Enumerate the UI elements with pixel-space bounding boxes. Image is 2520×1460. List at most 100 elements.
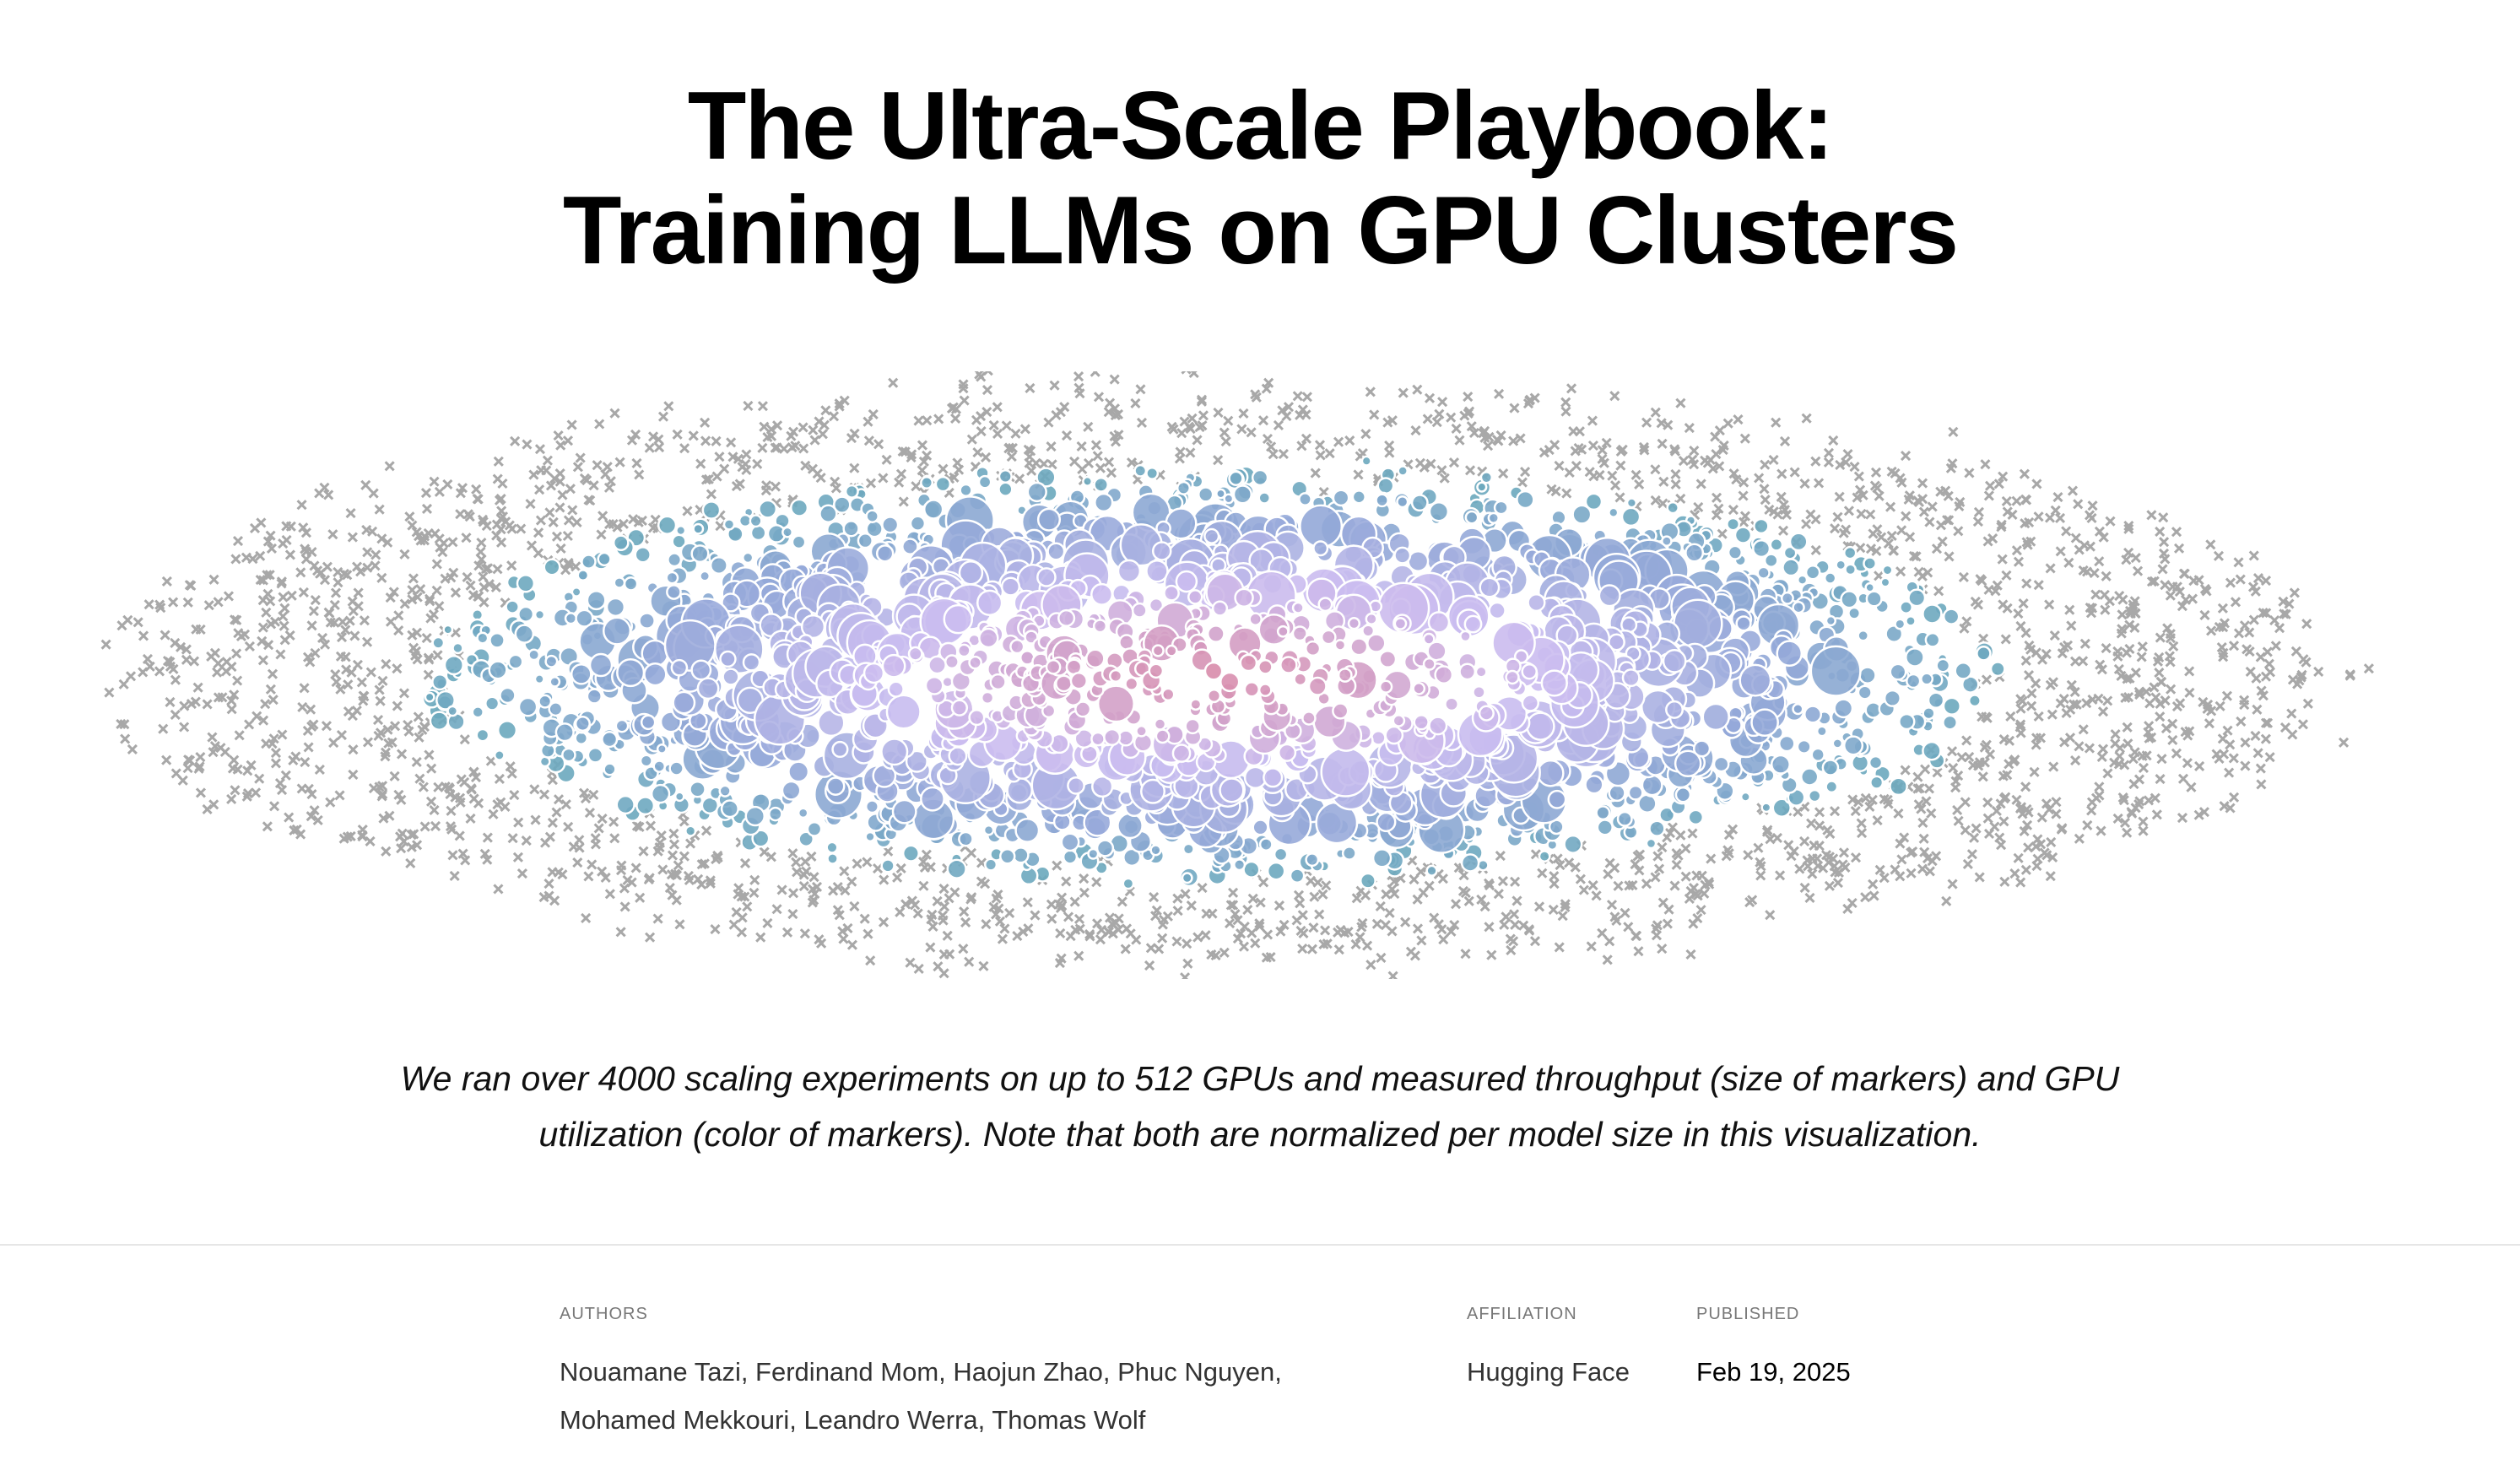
x-marker — [2165, 590, 2176, 601]
circle-marker — [806, 821, 823, 837]
x-marker — [1463, 895, 1474, 906]
x-marker — [455, 509, 466, 520]
x-marker — [1095, 934, 1106, 945]
x-marker — [2036, 812, 2047, 823]
x-marker — [706, 489, 717, 500]
circle-marker — [1516, 489, 1535, 510]
x-marker — [1675, 397, 1686, 408]
x-marker — [308, 606, 319, 617]
x-marker — [2123, 547, 2134, 558]
circle-marker — [1899, 600, 1913, 614]
x-marker — [1412, 384, 1423, 395]
x-marker — [1219, 427, 1230, 438]
x-marker — [602, 462, 613, 473]
circle-marker — [946, 858, 967, 879]
x-marker — [834, 401, 845, 412]
x-marker — [2165, 629, 2176, 640]
x-marker — [1225, 918, 1236, 929]
x-marker — [614, 457, 625, 468]
x-marker — [281, 534, 292, 546]
x-marker — [1509, 403, 1520, 414]
x-marker — [728, 919, 739, 930]
x-marker — [2079, 638, 2090, 649]
x-marker — [2020, 518, 2031, 529]
x-marker — [865, 478, 877, 489]
x-marker — [104, 687, 115, 698]
circle-marker — [1905, 647, 1925, 668]
x-marker — [739, 857, 751, 868]
x-marker — [980, 452, 992, 463]
x-marker — [933, 961, 944, 972]
circle-marker — [1009, 639, 1025, 655]
x-marker — [2302, 698, 2313, 709]
x-marker — [1109, 430, 1120, 442]
x-marker — [1149, 891, 1160, 903]
x-marker — [2255, 652, 2266, 662]
x-marker — [755, 932, 766, 943]
circle-marker — [1571, 504, 1593, 525]
x-marker — [411, 756, 422, 767]
title-line-1: The Ultra-Scale Playbook: — [687, 73, 1834, 180]
circle-marker — [998, 481, 1014, 497]
x-marker — [1019, 424, 1030, 435]
x-marker — [506, 768, 517, 779]
x-marker — [1658, 476, 1669, 487]
x-marker — [1768, 454, 1779, 465]
x-marker — [905, 957, 916, 968]
affiliation-value[interactable]: Hugging Face — [1467, 1357, 1630, 1387]
x-marker — [188, 656, 200, 667]
x-marker — [257, 655, 268, 666]
x-marker — [1382, 417, 1393, 428]
x-marker — [1847, 794, 1858, 805]
x-marker — [2160, 580, 2171, 591]
x-marker — [2068, 699, 2079, 710]
x-marker — [551, 531, 563, 542]
x-marker — [656, 830, 667, 841]
x-marker — [1820, 850, 1832, 861]
circle-marker — [1093, 477, 1110, 493]
circle-marker — [1291, 601, 1305, 614]
x-marker — [421, 503, 433, 514]
x-marker — [1691, 870, 1702, 881]
x-marker — [1944, 515, 1955, 526]
x-marker — [434, 601, 445, 612]
circle-marker — [1155, 728, 1171, 744]
x-marker — [1353, 469, 1364, 480]
circle-marker — [1090, 731, 1106, 747]
x-marker — [1380, 920, 1391, 931]
x-marker — [1261, 952, 1272, 963]
x-marker — [1597, 445, 1608, 456]
x-marker — [365, 667, 376, 678]
circle-marker — [880, 858, 895, 873]
x-marker — [1759, 484, 1770, 495]
x-marker — [1518, 920, 1529, 931]
circle-marker — [1584, 492, 1603, 511]
x-marker — [345, 507, 356, 519]
x-marker — [2204, 718, 2214, 729]
x-marker — [1446, 926, 1457, 937]
circle-marker — [615, 794, 635, 815]
x-marker — [423, 652, 434, 663]
circle-marker — [1057, 608, 1076, 628]
x-marker — [330, 669, 341, 680]
circle-marker — [1234, 587, 1254, 608]
x-marker — [1886, 466, 1897, 477]
circle-marker — [709, 556, 728, 575]
circle-marker — [1376, 811, 1397, 833]
circle-marker — [984, 857, 998, 872]
x-marker — [1266, 441, 1277, 452]
x-marker — [652, 846, 663, 857]
x-marker — [2228, 753, 2239, 764]
circle-marker — [1036, 467, 1057, 488]
circle-marker — [1726, 516, 1740, 532]
page-title: The Ultra-Scale Playbook: Training LLMs … — [0, 74, 2520, 284]
x-marker — [335, 651, 347, 662]
x-marker — [1657, 842, 1668, 853]
x-marker — [492, 799, 503, 810]
x-marker — [1479, 425, 1490, 436]
circle-marker — [1412, 682, 1426, 695]
x-marker — [230, 785, 241, 796]
circle-marker — [749, 524, 767, 542]
x-marker — [2029, 766, 2040, 777]
x-marker — [2067, 485, 2079, 496]
